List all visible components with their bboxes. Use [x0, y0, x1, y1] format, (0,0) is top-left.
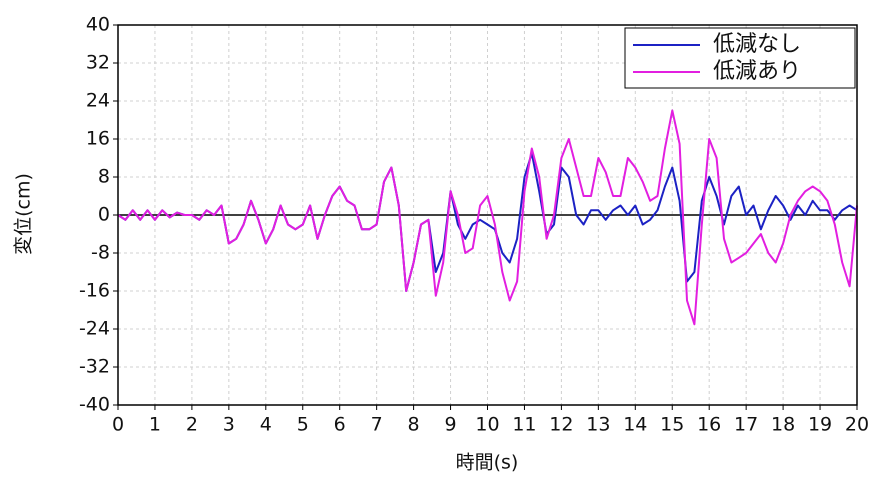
x-axis-title: 時間(s)	[456, 452, 519, 474]
data-line	[117, 109, 858, 326]
x-tick-label: 20	[845, 414, 869, 436]
x-tick-label: 5	[297, 414, 309, 436]
x-tick-label: 18	[771, 414, 795, 436]
x-tick-label: 19	[808, 414, 832, 436]
x-tick-label: 14	[623, 414, 647, 436]
y-tick-label: 40	[86, 14, 110, 36]
x-tick-label: 7	[371, 414, 383, 436]
legend-label: 低減あり	[713, 59, 801, 84]
x-tick-label: 8	[408, 414, 420, 436]
x-tick-label: 3	[223, 414, 235, 436]
x-tick-label: 16	[697, 414, 721, 436]
x-tick-label: 11	[512, 414, 536, 436]
x-tick-label: 6	[334, 414, 346, 436]
legend-label: 低減なし	[713, 32, 801, 57]
x-tick-label: 13	[586, 414, 610, 436]
y-tick-label: -32	[79, 356, 110, 378]
data-line	[117, 152, 858, 292]
y-tick-label: 24	[86, 90, 110, 112]
y-tick-label: -40	[79, 394, 110, 416]
x-tick-label: 4	[260, 414, 272, 436]
y-tick-label: 8	[98, 166, 110, 188]
y-tick-label: -16	[79, 280, 110, 302]
y-axis-title: 変位(cm)	[13, 173, 35, 255]
x-tick-label: 0	[112, 414, 124, 436]
x-tick-label: 1	[149, 414, 161, 436]
y-tick-label: 32	[86, 52, 110, 74]
y-tick-label: 0	[98, 204, 110, 226]
x-tick-label: 9	[445, 414, 457, 436]
x-tick-label: 2	[186, 414, 198, 436]
x-tick-label: 12	[549, 414, 573, 436]
plot-frame	[117, 24, 858, 406]
y-tick-label: -8	[91, 242, 110, 264]
legend-box	[624, 27, 856, 89]
x-tick-label: 15	[660, 414, 684, 436]
x-tick-label: 10	[475, 414, 499, 436]
x-tick-label: 17	[734, 414, 758, 436]
y-tick-label: -24	[79, 318, 110, 340]
y-tick-label: 16	[86, 128, 110, 150]
